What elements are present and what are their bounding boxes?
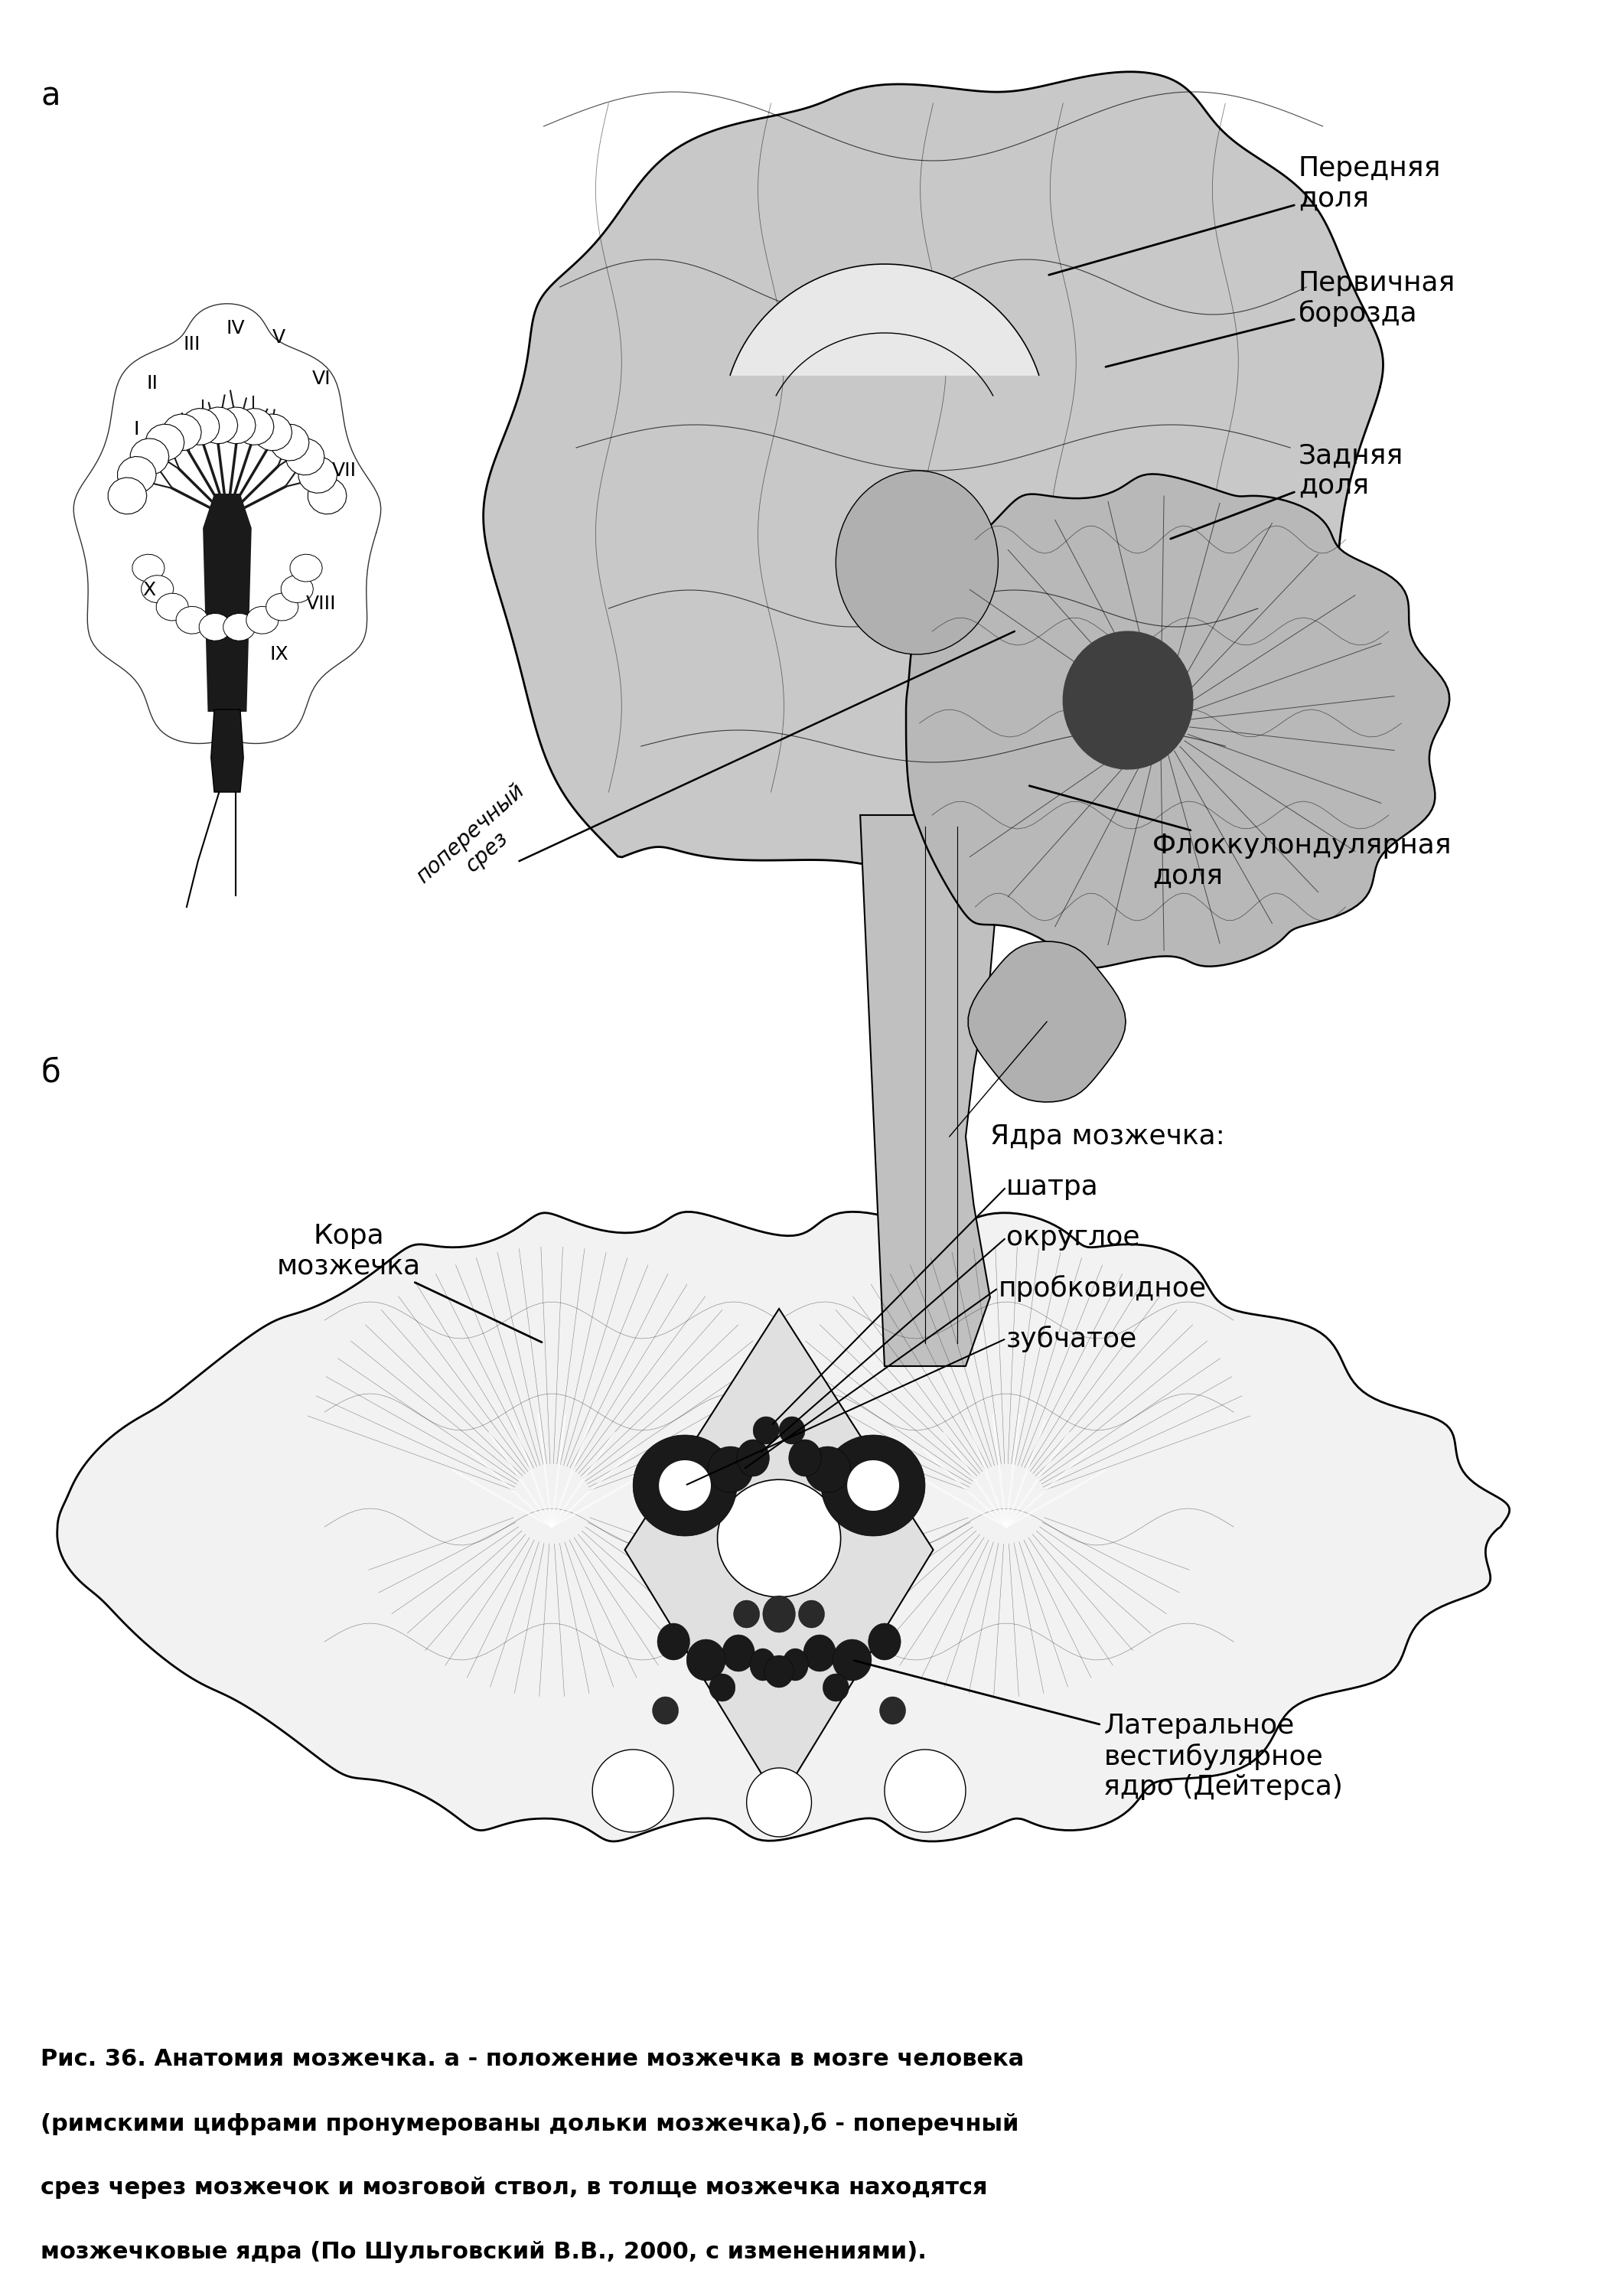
Polygon shape xyxy=(156,592,188,620)
Polygon shape xyxy=(281,576,313,604)
Text: Флоккулондулярная
доля: Флоккулондулярная доля xyxy=(1029,785,1453,889)
Polygon shape xyxy=(734,1600,760,1628)
Polygon shape xyxy=(803,1635,836,1671)
Text: III: III xyxy=(183,335,200,354)
Polygon shape xyxy=(266,592,299,620)
Text: Задняя
доля: Задняя доля xyxy=(1170,443,1404,540)
Polygon shape xyxy=(203,494,252,712)
Polygon shape xyxy=(73,303,381,744)
Polygon shape xyxy=(722,1635,755,1671)
Polygon shape xyxy=(253,413,292,450)
Polygon shape xyxy=(805,1446,850,1492)
Text: шатра: шатра xyxy=(1006,1173,1099,1201)
Polygon shape xyxy=(109,478,146,514)
Polygon shape xyxy=(687,1639,725,1681)
Polygon shape xyxy=(200,406,237,443)
Ellipse shape xyxy=(836,471,998,654)
Polygon shape xyxy=(217,406,256,443)
Polygon shape xyxy=(764,1655,794,1688)
Text: Кора
мозжечка: Кора мозжечка xyxy=(278,1224,542,1343)
Text: Ядра мозжечка:: Ядра мозжечка: xyxy=(990,1123,1225,1150)
Polygon shape xyxy=(847,1460,899,1511)
Polygon shape xyxy=(200,613,232,641)
Polygon shape xyxy=(484,71,1383,877)
Text: X: X xyxy=(143,581,156,599)
Polygon shape xyxy=(789,1440,821,1476)
Polygon shape xyxy=(211,709,243,792)
Text: пробковидное: пробковидное xyxy=(998,1274,1206,1302)
Text: а: а xyxy=(41,80,60,113)
Polygon shape xyxy=(782,1649,808,1681)
Polygon shape xyxy=(860,815,998,1366)
Polygon shape xyxy=(969,941,1126,1102)
Polygon shape xyxy=(709,1674,735,1701)
Polygon shape xyxy=(299,457,338,494)
Polygon shape xyxy=(868,1623,901,1660)
Text: V: V xyxy=(273,328,286,347)
Polygon shape xyxy=(717,1479,841,1598)
Polygon shape xyxy=(235,409,274,445)
Polygon shape xyxy=(833,1639,872,1681)
Polygon shape xyxy=(625,1309,933,1802)
Polygon shape xyxy=(657,1623,690,1660)
Polygon shape xyxy=(753,1417,779,1444)
Text: VII: VII xyxy=(331,461,357,480)
Polygon shape xyxy=(652,1697,678,1724)
Text: VI: VI xyxy=(312,370,331,388)
Text: Латеральное
вестибулярное
ядро (Дейтерса): Латеральное вестибулярное ядро (Дейтерса… xyxy=(854,1660,1344,1800)
Polygon shape xyxy=(823,1674,849,1701)
Polygon shape xyxy=(880,1697,906,1724)
Text: Первичная
борозда: Первичная борозда xyxy=(1105,271,1456,367)
Text: I: I xyxy=(133,420,140,439)
Polygon shape xyxy=(821,1435,925,1536)
Polygon shape xyxy=(1063,631,1193,769)
Polygon shape xyxy=(130,439,169,475)
Text: поперечный
срез: поперечный срез xyxy=(412,781,545,905)
Polygon shape xyxy=(146,425,185,461)
Polygon shape xyxy=(162,413,201,450)
Polygon shape xyxy=(708,1446,753,1492)
Text: (римскими цифрами пронумерованы дольки мозжечка),б - поперечный: (римскими цифрами пронумерованы дольки м… xyxy=(41,2112,1019,2135)
Text: мозжечковые ядра (По Шульговский В.В., 2000, с изменениями).: мозжечковые ядра (По Шульговский В.В., 2… xyxy=(41,2241,927,2264)
Polygon shape xyxy=(308,478,347,514)
Text: зубчатое: зубчатое xyxy=(1006,1325,1138,1352)
Polygon shape xyxy=(799,1600,824,1628)
Polygon shape xyxy=(633,1435,737,1536)
Polygon shape xyxy=(592,1750,674,1832)
Polygon shape xyxy=(133,553,164,581)
Text: Рис. 36. Анатомия мозжечка. а - положение мозжечка в мозге человека: Рис. 36. Анатомия мозжечка. а - положени… xyxy=(41,2048,1024,2071)
Polygon shape xyxy=(906,473,1449,969)
Polygon shape xyxy=(286,439,325,475)
Polygon shape xyxy=(747,1768,812,1837)
Polygon shape xyxy=(885,1750,966,1832)
Polygon shape xyxy=(247,606,279,634)
Text: II: II xyxy=(146,374,159,393)
Polygon shape xyxy=(141,576,174,604)
Text: VIII: VIII xyxy=(307,595,336,613)
Polygon shape xyxy=(180,409,219,445)
Polygon shape xyxy=(271,425,308,461)
Polygon shape xyxy=(730,264,1039,374)
Text: Передняя
доля: Передняя доля xyxy=(1048,156,1441,276)
Text: срез через мозжечок и мозговой ствол, в толще мозжечка находятся: срез через мозжечок и мозговой ствол, в … xyxy=(41,2177,987,2200)
Polygon shape xyxy=(177,606,208,634)
Polygon shape xyxy=(57,1212,1509,1841)
Text: IX: IX xyxy=(269,645,289,664)
Polygon shape xyxy=(659,1460,711,1511)
Polygon shape xyxy=(750,1649,776,1681)
Polygon shape xyxy=(117,457,156,494)
Text: IV: IV xyxy=(226,319,245,338)
Polygon shape xyxy=(737,1440,769,1476)
Polygon shape xyxy=(224,613,255,641)
Polygon shape xyxy=(291,553,323,581)
Text: округлое: округлое xyxy=(1006,1224,1139,1251)
Polygon shape xyxy=(779,1417,805,1444)
Text: б: б xyxy=(41,1056,60,1088)
Polygon shape xyxy=(763,1596,795,1632)
